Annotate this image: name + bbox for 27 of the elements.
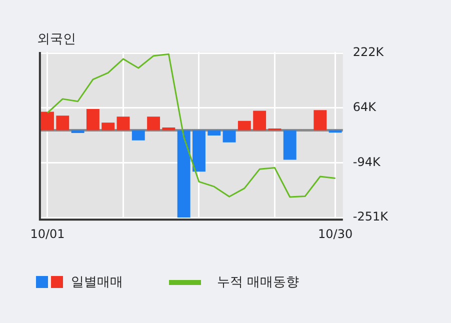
bar bbox=[192, 130, 206, 172]
legend-label: 누적 매매동향 bbox=[217, 274, 300, 291]
bar bbox=[222, 130, 236, 142]
bar bbox=[238, 120, 251, 130]
bar bbox=[41, 112, 54, 130]
y-tick-label: -94K bbox=[352, 155, 382, 170]
bar bbox=[132, 130, 145, 140]
bar bbox=[253, 110, 266, 130]
bar bbox=[86, 109, 100, 130]
bar bbox=[208, 130, 221, 136]
chart-title: 외국인 bbox=[37, 31, 76, 48]
y-tick-label: -251K bbox=[352, 210, 390, 224]
x-tick-label: 10/01 bbox=[30, 226, 65, 241]
bar bbox=[177, 130, 190, 218]
bar bbox=[102, 122, 115, 130]
bar bbox=[162, 127, 176, 130]
bar bbox=[314, 110, 327, 130]
bar bbox=[328, 130, 342, 133]
x-tick-label: 10/30 bbox=[318, 226, 353, 241]
legend-label: 일별매매 bbox=[71, 274, 123, 291]
bar bbox=[56, 116, 70, 130]
bar bbox=[147, 116, 160, 130]
bar bbox=[116, 116, 130, 130]
y-tick-label: 222K bbox=[352, 45, 385, 60]
y-tick-label: 64K bbox=[352, 100, 378, 114]
bar bbox=[283, 130, 296, 160]
bar bbox=[71, 130, 84, 134]
